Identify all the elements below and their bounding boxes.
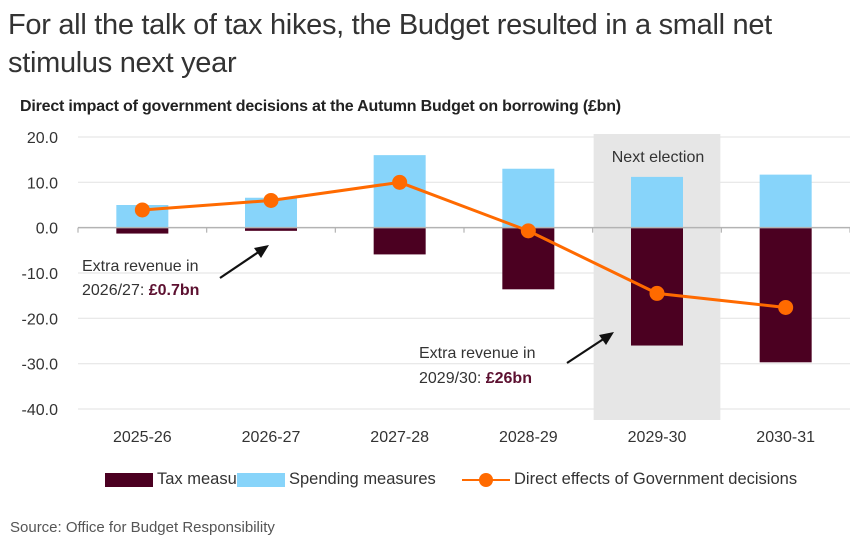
x-tick-label: 2029-30: [628, 429, 687, 446]
annotation-2-prefix: 2029/30:: [419, 370, 486, 387]
annotation-2-line1: Extra revenue in: [419, 345, 536, 362]
annotation-2-line2: 2029/30: £26bn: [419, 370, 532, 387]
legend-item-tax: Tax measures: [105, 470, 260, 489]
legend-item-spending: Spending measures: [237, 470, 436, 489]
bar-spending: [631, 176, 683, 228]
annotation-2-value: £26bn: [486, 370, 532, 387]
y-tick-label: 10.0: [27, 175, 58, 192]
x-tick-label: 2026-27: [242, 429, 301, 446]
bar-spending: [759, 174, 812, 228]
y-tick-label: -30.0: [22, 357, 59, 374]
legend-label-tax: Tax measures: [157, 470, 260, 488]
chart-title: For all the talk of tax hikes, the Budge…: [8, 9, 772, 79]
line-point: [649, 285, 665, 301]
line-point: [392, 174, 408, 190]
x-tick-label: 2028-29: [499, 429, 558, 446]
legend-swatch-tax: [105, 472, 153, 487]
line-point: [134, 202, 150, 218]
annotation-1-line2: 2026/27: £0.7bn: [82, 282, 199, 299]
y-tick-label: 0.0: [36, 221, 58, 238]
shade-label: Next election: [612, 149, 705, 166]
legend-swatch-spending: [237, 472, 285, 487]
annotation-1-value: £0.7bn: [149, 282, 200, 299]
line-point: [778, 299, 794, 315]
bar-spending: [373, 155, 426, 228]
annotation-1-prefix: 2026/27:: [82, 282, 149, 299]
chart-plot: 20.0 10.0 0.0 -10.0 -20.0 -30.0 -40.0 2025-26 2…: [22, 130, 850, 446]
line-direct-effects: [142, 180, 786, 309]
legend-swatch-line: [462, 472, 510, 487]
bar-tax: [116, 227, 169, 234]
x-tick-label: 2027-28: [370, 429, 429, 446]
line-point: [263, 192, 279, 208]
annotation-2-arrow: [566, 332, 614, 364]
x-tick-label: 2025-26: [113, 429, 172, 446]
legend-item-line: Direct effects of Government decisions: [462, 470, 797, 489]
y-tick-label: -40.0: [22, 402, 59, 419]
line-point: [520, 223, 536, 239]
legend-label-line: Direct effects of Government decisions: [514, 470, 798, 488]
bar-tax: [759, 227, 812, 363]
y-tick-label: 20.0: [27, 130, 58, 147]
legend: Tax measures Spending measures Direct ef…: [0, 470, 850, 494]
legend-label-spending: Spending measures: [289, 470, 436, 488]
annotation-1-line1: Extra revenue in: [82, 258, 199, 275]
y-tick-label: -20.0: [22, 311, 59, 328]
bar-tax: [245, 227, 297, 231]
bar-tax: [373, 227, 426, 255]
x-tick-label: 2030-31: [756, 429, 815, 446]
annotation-1-arrow: [219, 245, 269, 279]
source-note: Source: Office for Budget Responsibility: [10, 519, 275, 536]
y-tick-label: -10.0: [22, 266, 59, 283]
chart-subtitle: Direct impact of government decisions at…: [20, 98, 621, 115]
bar-spending: [502, 168, 555, 228]
